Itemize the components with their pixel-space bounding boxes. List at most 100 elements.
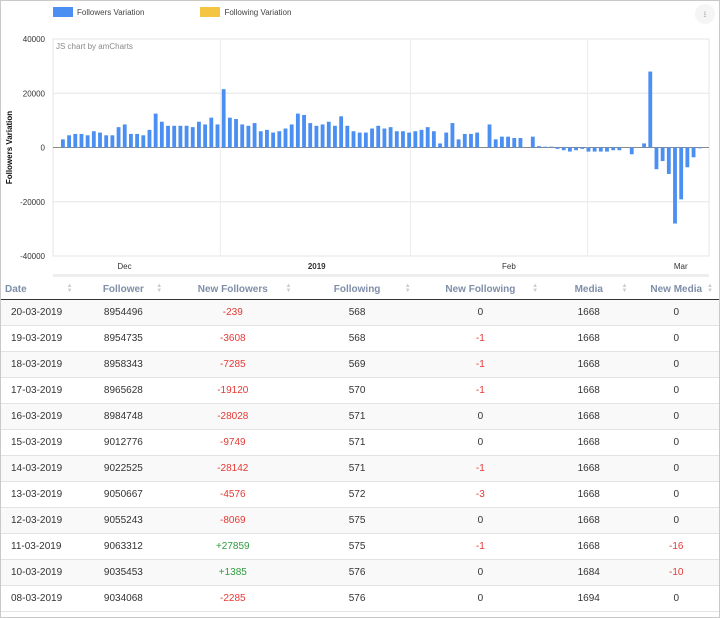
- bar: [153, 113, 158, 148]
- table-cell-media: 1668: [544, 533, 634, 560]
- sort-icon[interactable]: ▲ ▼: [66, 283, 73, 294]
- column-header-following[interactable]: Following ▲ ▼: [297, 279, 417, 300]
- bar: [370, 128, 374, 148]
- table-cell-follower: 8958343: [78, 351, 169, 378]
- table-cell-media: 1668: [544, 325, 634, 352]
- column-header-new-following[interactable]: New Following ▲ ▼: [416, 279, 545, 300]
- table-cell-following: 571: [297, 455, 417, 482]
- bar: [363, 132, 368, 148]
- sort-icon[interactable]: ▲ ▼: [532, 283, 539, 294]
- legend-item-followers[interactable]: Followers Variation: [53, 7, 144, 17]
- bar: [660, 147, 665, 162]
- bar: [159, 121, 164, 148]
- column-header-new-media[interactable]: New Media ▲ ▼: [633, 279, 719, 300]
- table-cell-new-media: 0: [633, 351, 719, 378]
- table-cell-new-following: 0: [416, 585, 545, 612]
- bar: [339, 116, 344, 148]
- bar: [419, 129, 424, 148]
- table-cell-date: 13-03-2019: [1, 481, 79, 508]
- bar: [605, 147, 609, 152]
- bar: [308, 123, 313, 148]
- table-cell-date: 20-03-2019: [1, 299, 79, 326]
- bar: [586, 147, 591, 152]
- bar: [333, 125, 337, 148]
- chart-credit[interactable]: JS chart by amCharts: [56, 42, 133, 51]
- download-icon[interactable]: ⭳: [695, 4, 715, 24]
- table-cell-date: 12-03-2019: [1, 507, 79, 534]
- table-cell-media: 1668: [544, 455, 634, 482]
- table-cell-new-followers: +27859: [168, 533, 298, 560]
- bar: [407, 132, 412, 148]
- column-header-media[interactable]: Media ▲ ▼: [544, 279, 634, 300]
- table-cell-new-following: 0: [416, 507, 545, 534]
- bar: [648, 71, 653, 148]
- bar: [283, 128, 288, 148]
- table-cell-date: 15-03-2019: [1, 429, 79, 456]
- bar: [537, 146, 541, 148]
- table-cell-media: 1684: [544, 559, 634, 586]
- column-header-label: Date: [5, 283, 27, 295]
- bar: [413, 131, 418, 148]
- followers-chart: Followers Variation Following Variation …: [1, 1, 719, 279]
- bar: [456, 139, 461, 148]
- sort-icon[interactable]: ▲ ▼: [707, 283, 713, 294]
- table-cell-new-media: 0: [633, 585, 719, 612]
- sort-icon[interactable]: ▲ ▼: [404, 283, 411, 294]
- bar: [277, 131, 282, 148]
- sort-icon[interactable]: ▲ ▼: [156, 283, 163, 294]
- bar: [246, 125, 251, 148]
- table-cell-media: 1668: [544, 507, 634, 534]
- column-header-follower[interactable]: Follower ▲ ▼: [78, 279, 169, 300]
- table-cell-media: 1668: [544, 429, 634, 456]
- table-cell-new-media: 0: [633, 377, 719, 404]
- column-header-new-followers[interactable]: New Followers ▲ ▼: [168, 279, 298, 300]
- column-header-date[interactable]: Date ▲ ▼: [1, 279, 79, 300]
- bar: [574, 147, 578, 151]
- column-header-label: New Following: [445, 283, 516, 295]
- table-cell-follower: 8965628: [78, 377, 169, 404]
- table-row: 20-03-2019 8954496 -239 568 0 1668 0: [1, 299, 719, 326]
- chart-grid: [52, 38, 710, 257]
- bar: [357, 132, 362, 148]
- sort-icon[interactable]: ▲ ▼: [621, 283, 628, 294]
- bar: [302, 114, 306, 148]
- sort-icon[interactable]: ▲ ▼: [285, 283, 292, 294]
- table-cell-follower: 9035453: [78, 559, 169, 586]
- table-row: 10-03-2019 9035453 +1385 576 0 1684 -10: [1, 559, 719, 586]
- legend-item-following[interactable]: Following Variation: [200, 7, 291, 17]
- bar: [376, 125, 381, 148]
- bar: [122, 124, 127, 148]
- y-tick-label: 40000: [23, 35, 46, 44]
- y-tick-label: -40000: [20, 252, 45, 261]
- bar: [499, 136, 504, 148]
- table-row: 13-03-2019 9050667 -4576 572 -3 1668 0: [1, 481, 719, 508]
- table-cell-follower: 9022525: [78, 455, 169, 482]
- bar: [197, 121, 201, 148]
- legend-swatch-following: [200, 7, 221, 17]
- table-cell-following: 571: [297, 429, 417, 456]
- bar: [580, 147, 585, 149]
- table-cell-new-followers: -8069: [168, 507, 298, 534]
- table-row: 15-03-2019 9012776 -9749 571 0 1668 0: [1, 429, 719, 456]
- chart-plot: 40000 20000 0 -20000 -40000 Dec 2019 Feb Mar Foll…: [5, 35, 710, 277]
- bar: [314, 125, 319, 148]
- chart-legend: Followers Variation Following Variation: [53, 7, 347, 17]
- column-header-label: New Followers: [197, 283, 268, 295]
- table-cell-new-following: -1: [416, 351, 545, 378]
- bar: [506, 136, 510, 148]
- bar: [592, 147, 597, 152]
- bar: [444, 132, 449, 148]
- table-cell-new-followers: -239: [168, 299, 298, 326]
- table-cell-follower: 9050667: [78, 481, 169, 508]
- bar: [215, 124, 220, 148]
- bar: [679, 147, 684, 200]
- bar: [673, 147, 677, 224]
- table-row: 17-03-2019 8965628 -19120 570 -1 1668 0: [1, 377, 719, 404]
- table-cell-new-followers: +1385: [168, 559, 298, 586]
- table-cell-following: 576: [297, 585, 417, 612]
- bar: [73, 133, 78, 148]
- table-cell-date: 17-03-2019: [1, 377, 79, 404]
- bar: [697, 147, 702, 149]
- bar: [654, 147, 659, 170]
- bar: [252, 123, 257, 148]
